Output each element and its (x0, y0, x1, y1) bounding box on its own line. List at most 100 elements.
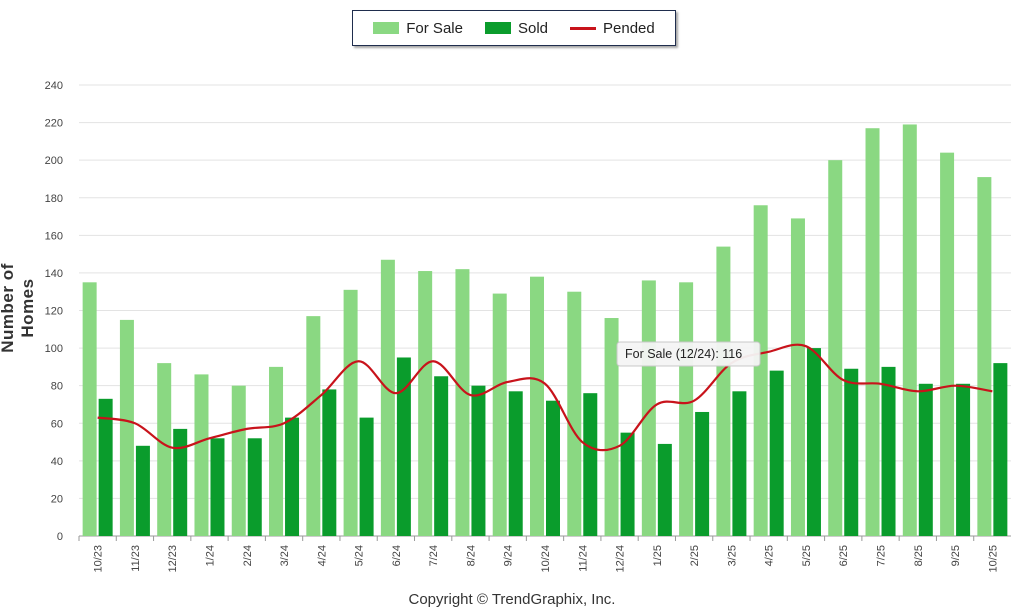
bar-sold-3-24[interactable] (285, 417, 300, 536)
bar-for-sale-11-23[interactable] (119, 319, 134, 536)
legend-swatch-sold (484, 22, 511, 34)
legend-label-sold: Sold (517, 19, 548, 37)
bars (82, 124, 1008, 537)
copyright-footer: Copyright © TrendGraphix, Inc. (408, 591, 616, 608)
bar-for-sale-9-24[interactable] (492, 293, 507, 536)
bar-for-sale-6-24[interactable] (380, 259, 395, 536)
bar-for-sale-7-24[interactable] (418, 271, 433, 536)
bar-sold-4-25[interactable] (769, 370, 784, 536)
bar-sold-10-23[interactable] (98, 398, 113, 536)
x-tick-label: 7/25 (876, 545, 888, 566)
y-tick-label: 120 (45, 306, 63, 318)
y-tick-label: 220 (45, 118, 63, 130)
bar-sold-12-23[interactable] (173, 428, 188, 536)
bar-sold-6-25[interactable] (844, 368, 859, 536)
pended-line (97, 343, 993, 452)
legend-item-pended[interactable]: Pended (570, 20, 655, 37)
bar-for-sale-10-23[interactable] (82, 282, 97, 536)
bar-for-sale-2-24[interactable] (231, 385, 246, 536)
tooltip: For Sale (12/24): 116 (616, 341, 761, 367)
y-tick-label: 200 (45, 155, 63, 167)
y-tick-label: 20 (51, 493, 63, 505)
bar-for-sale-1-24[interactable] (194, 374, 209, 536)
x-tick-label: 4/24 (316, 545, 328, 566)
tooltip-text: For Sale (12/24): 116 (625, 347, 742, 361)
x-tick-label: 11/24 (577, 545, 589, 572)
bar-for-sale-8-25[interactable] (902, 124, 917, 537)
bar-for-sale-4-24[interactable] (306, 316, 321, 536)
y-tick-label: 240 (45, 80, 63, 92)
bar-sold-1-25[interactable] (657, 443, 672, 536)
x-tick-label: 10/23 (93, 545, 105, 573)
legend-label-for-sale: For Sale (406, 19, 463, 37)
bar-for-sale-2-25[interactable] (679, 282, 694, 536)
bar-for-sale-3-24[interactable] (269, 366, 284, 536)
bar-for-sale-5-24[interactable] (343, 289, 358, 536)
bar-for-sale-5-25[interactable] (790, 218, 805, 536)
y-tick-label: 180 (45, 193, 63, 205)
y-tick-label: 140 (45, 268, 63, 280)
bar-sold-4-24[interactable] (322, 389, 337, 536)
x-tick-label: 6/24 (391, 545, 403, 566)
bar-for-sale-6-25[interactable] (828, 160, 843, 536)
bar-sold-8-24[interactable] (471, 385, 486, 536)
y-tick-label: 160 (45, 230, 63, 242)
x-tick-label: 8/24 (465, 545, 477, 566)
bar-for-sale-10-24[interactable] (530, 276, 544, 536)
bar-sold-11-23[interactable] (135, 445, 150, 536)
bar-for-sale-11-24[interactable] (567, 291, 582, 536)
x-tick-label: 11/23 (130, 545, 142, 572)
x-tick-label: 12/23 (167, 545, 179, 573)
legend-swatch-for-sale (373, 22, 400, 34)
bar-sold-7-25[interactable] (881, 366, 896, 536)
bar-for-sale-8-24[interactable] (455, 269, 470, 536)
x-tick-label: 1/24 (204, 545, 216, 566)
bar-sold-11-24[interactable] (583, 393, 598, 536)
bar-for-sale-3-25[interactable] (716, 246, 731, 536)
bar-sold-10-25[interactable] (993, 363, 1008, 536)
bar-sold-5-25[interactable] (806, 348, 821, 536)
y-tick-label: 60 (51, 418, 63, 430)
y-tick-label: 100 (45, 343, 63, 355)
x-tick-label: 9/25 (950, 545, 962, 566)
bar-sold-9-25[interactable] (956, 383, 971, 536)
x-tick-label: 5/24 (354, 545, 366, 566)
x-axis-ticks: 10/23 11/23 12/23 1/24 2/24 3/24 4/24 5/24 6/24 7… (78, 536, 999, 573)
bar-for-sale-7-25[interactable] (865, 128, 880, 537)
x-tick-label: 3/24 (279, 545, 291, 566)
x-tick-label: 7/24 (428, 545, 440, 566)
x-tick-label: 6/25 (838, 545, 850, 566)
bar-for-sale-10-25[interactable] (977, 177, 992, 536)
legend-item-for-sale[interactable]: For Sale (373, 20, 463, 37)
bar-sold-6-24[interactable] (396, 357, 411, 536)
bar-for-sale-12-23[interactable] (157, 363, 172, 536)
bar-for-sale-12-24[interactable] (604, 318, 619, 536)
x-tick-label: 9/24 (503, 545, 515, 566)
bar-for-sale-9-25[interactable] (940, 152, 955, 536)
x-tick-label: 1/25 (652, 545, 664, 566)
y-axis-ticks: 0 20 40 60 80 100 120 140 160 180 200 220 240 (45, 80, 63, 543)
bar-sold-8-25[interactable] (918, 383, 933, 536)
bar-sold-7-24[interactable] (434, 376, 449, 536)
x-tick-label: 8/25 (913, 545, 925, 566)
bar-sold-2-25[interactable] (695, 411, 710, 536)
bar-sold-5-24[interactable] (359, 417, 374, 536)
chart-legend: For Sale Sold Pended (352, 10, 676, 46)
bar-sold-1-24[interactable] (210, 438, 225, 536)
x-tick-label: 12/24 (615, 545, 627, 573)
x-tick-label: 2/24 (242, 545, 254, 566)
bar-sold-12-24[interactable] (620, 432, 635, 536)
x-tick-label: 5/25 (801, 545, 813, 566)
pended-series-line[interactable] (97, 343, 993, 452)
y-tick-label: 80 (51, 381, 63, 393)
bar-sold-9-24[interactable] (508, 391, 523, 536)
tooltip-box (616, 341, 761, 367)
bar-sold-3-25[interactable] (732, 391, 747, 536)
bar-sold-2-24[interactable] (247, 438, 262, 536)
x-tick-label: 3/25 (726, 545, 738, 566)
bar-sold-10-24[interactable] (546, 400, 560, 536)
y-tick-label: 0 (57, 531, 63, 543)
legend-item-sold[interactable]: Sold (484, 19, 548, 37)
bar-for-sale-4-25[interactable] (753, 205, 768, 536)
